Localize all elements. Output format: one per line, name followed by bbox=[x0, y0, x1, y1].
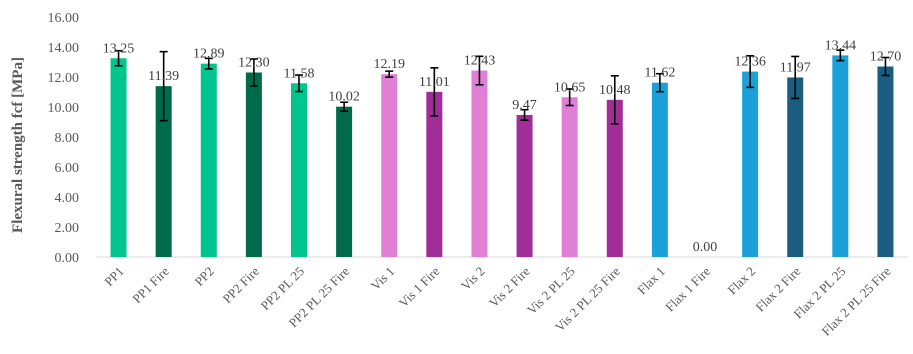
bar bbox=[742, 71, 759, 257]
y-tick-label: 8.00 bbox=[55, 131, 80, 146]
data-label: 10.48 bbox=[599, 83, 631, 98]
data-label: 12.30 bbox=[238, 56, 270, 71]
error-bar bbox=[610, 75, 619, 125]
data-label: 13.44 bbox=[825, 38, 857, 53]
error-bar bbox=[746, 55, 755, 89]
x-tick-label: PP2 Fire bbox=[219, 263, 262, 306]
y-tick-label: 6.00 bbox=[55, 161, 80, 176]
data-label: 11.39 bbox=[148, 69, 179, 84]
data-label: 11.58 bbox=[284, 66, 315, 81]
data-label: 11.62 bbox=[644, 66, 675, 81]
x-tick-label: Vis 2 Fire bbox=[486, 263, 533, 310]
bar bbox=[832, 55, 849, 258]
y-tick-label: 0.00 bbox=[55, 251, 80, 266]
bar bbox=[291, 83, 307, 257]
error-bar bbox=[204, 57, 213, 70]
bar bbox=[426, 91, 443, 257]
error-bar bbox=[159, 50, 168, 122]
error-bar bbox=[655, 72, 664, 93]
x-tick-label: PP1 bbox=[101, 264, 126, 289]
data-label: 12.43 bbox=[464, 54, 496, 69]
bar bbox=[651, 82, 668, 257]
bar bbox=[200, 63, 217, 258]
x-tick-label: PP1 Fire bbox=[129, 263, 172, 306]
y-tick-label: 2.00 bbox=[55, 221, 80, 236]
y-tick-label: 4.00 bbox=[55, 191, 80, 206]
data-label: 12.89 bbox=[193, 47, 225, 62]
x-tick-label: Flax 1 Fire bbox=[662, 263, 713, 314]
bar bbox=[877, 66, 894, 257]
error-bar bbox=[791, 55, 800, 100]
bar bbox=[561, 97, 578, 257]
x-tick-label: Flax 2 bbox=[724, 264, 758, 298]
bar bbox=[516, 114, 533, 257]
data-label: 12.19 bbox=[373, 57, 405, 72]
bar bbox=[110, 58, 127, 257]
bar bbox=[471, 70, 488, 257]
error-bar bbox=[475, 55, 484, 86]
data-label: 13.25 bbox=[103, 41, 135, 56]
data-label: 11.97 bbox=[780, 60, 811, 75]
bar bbox=[606, 99, 623, 257]
bar bbox=[155, 86, 172, 258]
data-label: 12.36 bbox=[734, 55, 766, 70]
bar bbox=[381, 74, 398, 258]
bars-group bbox=[110, 55, 894, 258]
error-bar bbox=[430, 67, 439, 117]
data-label: 9.47 bbox=[512, 98, 537, 113]
error-bars-group bbox=[114, 49, 890, 125]
y-tick-label: 12.00 bbox=[48, 71, 80, 86]
data-label: 10.65 bbox=[554, 80, 586, 95]
data-label: 11.01 bbox=[419, 75, 450, 90]
error-bar bbox=[836, 49, 845, 62]
data-label: 12.70 bbox=[870, 50, 902, 65]
x-tick-label: Vis 1 Fire bbox=[396, 263, 443, 310]
bar bbox=[787, 77, 804, 257]
data-labels-group: 13.25 11.39 12.89 12.30 11.58 10.02 12.19 11.01… bbox=[103, 38, 901, 255]
data-label: 0.00 bbox=[693, 240, 718, 255]
error-bar bbox=[249, 58, 258, 87]
y-tick-label: 10.00 bbox=[48, 101, 80, 116]
error-bar bbox=[565, 88, 574, 107]
x-tick-label: Vis 1 bbox=[368, 264, 398, 294]
error-bar bbox=[385, 70, 394, 78]
y-axis-ticks: 0.00 2.00 4.00 6.00 8.00 10.00 12.00 14.00 16.00 bbox=[48, 11, 80, 266]
error-bar bbox=[295, 74, 303, 93]
x-tick-label: PP2 bbox=[191, 264, 216, 289]
data-label: 10.02 bbox=[328, 90, 360, 105]
bar bbox=[245, 72, 262, 257]
y-tick-label: 14.00 bbox=[48, 41, 80, 56]
bar bbox=[336, 106, 353, 257]
error-bar bbox=[520, 108, 529, 121]
y-tick-label: 16.00 bbox=[48, 11, 80, 26]
x-tick-label: Flax 1 bbox=[634, 264, 668, 298]
y-axis-title: Flexural strength fcf [MPa] bbox=[10, 57, 26, 233]
error-bar bbox=[881, 56, 890, 77]
error-bar bbox=[114, 49, 123, 67]
error-bar bbox=[340, 101, 349, 112]
x-tick-label: Vis 2 bbox=[458, 264, 488, 294]
